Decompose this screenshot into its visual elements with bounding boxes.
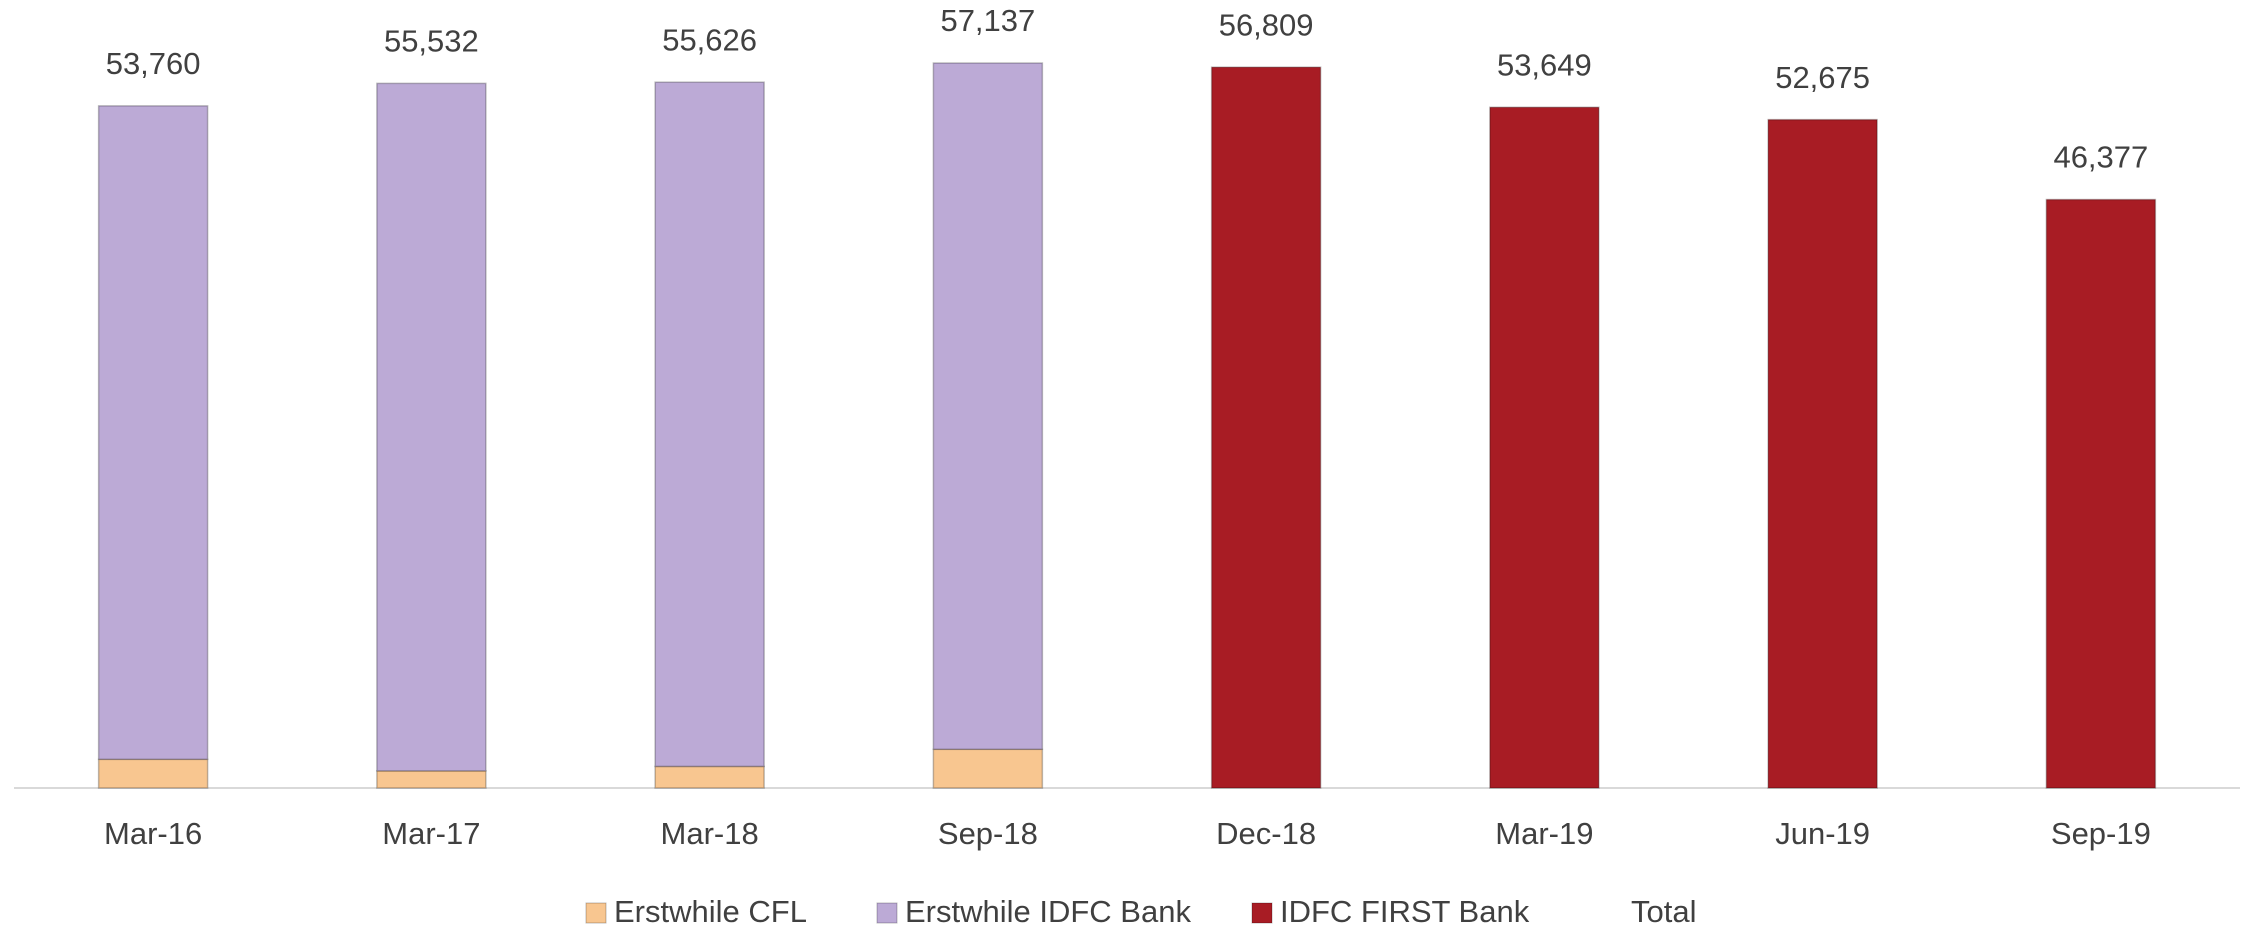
x-tick-label: Mar-19	[1495, 816, 1593, 851]
bar-segment	[1767, 118, 1878, 789]
bar-segment	[932, 62, 1044, 751]
legend-marker	[1251, 902, 1273, 924]
x-tick-label: Mar-16	[104, 816, 202, 851]
bar-segment	[1489, 106, 1600, 789]
legend-label: Erstwhile IDFC Bank	[905, 894, 1191, 929]
x-tick-label: Mar-18	[661, 816, 759, 851]
legend-label: Total	[1631, 894, 1696, 929]
data-label: 52,675	[1775, 60, 1870, 95]
x-tick-label: Sep-18	[938, 816, 1038, 851]
data-label: 55,532	[384, 24, 479, 59]
x-tick-label: Sep-19	[2051, 816, 2151, 851]
bar-segment	[654, 81, 765, 768]
bar-segment	[376, 82, 487, 772]
bar-segment	[97, 105, 209, 761]
bar-segment	[97, 758, 209, 789]
data-label: 55,626	[662, 22, 757, 57]
legend-label: Erstwhile CFL	[614, 894, 807, 929]
x-tick-label: Dec-18	[1216, 816, 1316, 851]
bar-segment	[376, 770, 487, 789]
data-label: 57,137	[940, 3, 1035, 38]
legend-marker	[585, 902, 607, 924]
x-tick-label: Mar-17	[382, 816, 480, 851]
data-label: 46,377	[2053, 140, 2148, 175]
bar-segment	[2045, 198, 2157, 789]
bar-segment	[654, 765, 765, 789]
legend-marker	[876, 902, 898, 924]
data-label: 56,809	[1219, 7, 1314, 42]
legend-label: IDFC FIRST Bank	[1280, 894, 1530, 929]
bar-segment	[1210, 66, 1322, 789]
data-label: 53,760	[106, 46, 201, 81]
bar-segment	[932, 748, 1044, 789]
x-tick-label: Jun-19	[1775, 816, 1870, 851]
data-label: 53,649	[1497, 47, 1592, 82]
